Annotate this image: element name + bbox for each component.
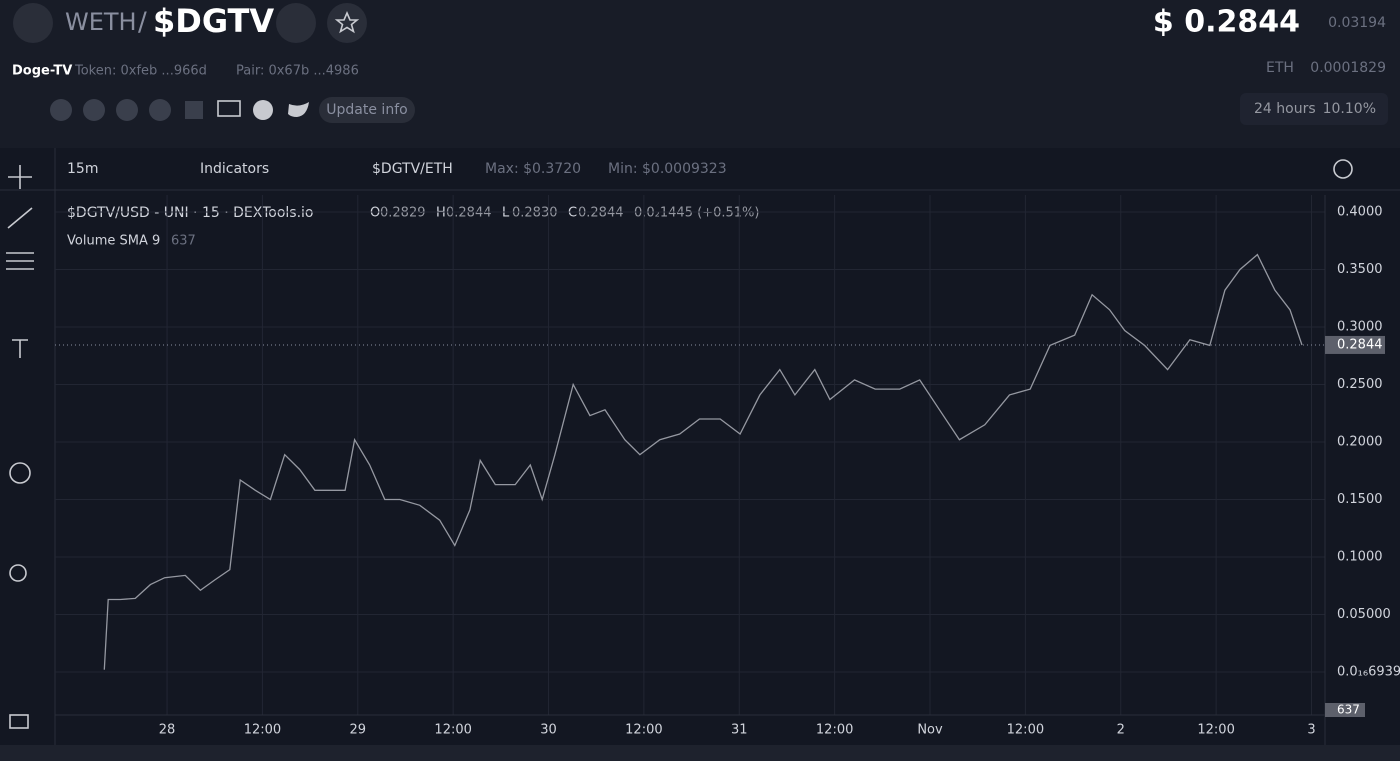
x-tick-label: 29 (350, 723, 367, 738)
y-tick-label: 0.4000 (1337, 205, 1383, 220)
ohlc-key: O (370, 206, 380, 221)
chart-bg (0, 148, 1400, 761)
header-bg (0, 0, 1400, 148)
ohlc-key: H (436, 206, 446, 221)
y-tick-label: 0.3000 (1337, 320, 1383, 335)
x-tick-label: 3 (1307, 723, 1315, 738)
social-icons (50, 99, 309, 121)
price: $ 0.2844 (1153, 5, 1300, 40)
separator: / (138, 8, 147, 38)
icon[interactable] (217, 100, 241, 117)
icon[interactable] (116, 99, 138, 121)
x-tick-label: 31 (731, 723, 748, 738)
icon[interactable] (83, 99, 105, 121)
icon[interactable] (288, 102, 309, 117)
period: 24 hours (1254, 101, 1316, 117)
x-tick-label: 12:00 (244, 723, 281, 738)
y-tick-label: 0.2000 (1337, 435, 1383, 450)
tool[interactable] (9, 564, 27, 582)
y-tick-label: 0.1500 (1337, 492, 1383, 507)
favorite-button[interactable] (327, 3, 367, 43)
chart-title: $DGTV/USD - UNI · 15 · DEXTools.io (67, 205, 313, 221)
x-tick-label: Nov (917, 723, 943, 738)
x-tick-label: 28 (159, 723, 176, 738)
ohlc-value: 0.2844 (446, 206, 492, 221)
ohlc-value: 0.2829 (380, 206, 426, 221)
base-token: WETH (65, 8, 137, 36)
symbol: $DGTV (153, 2, 274, 40)
x-tick-label: 12:00 (625, 723, 662, 738)
volume-label: Volume SMA 9 (67, 234, 160, 249)
period-change: 10.10% (1323, 101, 1376, 117)
last-price-box (1325, 335, 1385, 354)
tool[interactable] (12, 339, 28, 358)
icon[interactable] (253, 100, 273, 120)
tool[interactable] (9, 714, 29, 729)
update-button[interactable] (319, 97, 415, 123)
x-tick-label: 12:00 (434, 723, 471, 738)
drawing-tools (6, 165, 34, 729)
x-tick-label: 30 (540, 723, 557, 738)
min-price: Min: $0.0009323 (608, 161, 727, 177)
y-tick-label: 0.05000 (1337, 607, 1391, 622)
x-tick-label: 12:00 (1197, 723, 1234, 738)
volume-value: 637 (171, 234, 196, 249)
token-name: Doge-TV (12, 64, 72, 79)
indicators[interactable]: Indicators (200, 161, 269, 177)
eth-label: ETH (1266, 60, 1294, 76)
toolbar-pair[interactable]: $DGTV/ETH (372, 161, 453, 177)
icon[interactable] (149, 99, 171, 121)
ohlc-value: 0.2830 (512, 206, 558, 221)
last-price-label: 0.2844 (1337, 337, 1383, 352)
period-box[interactable] (1240, 93, 1388, 125)
pair-address: Pair: 0x67b ...4986 (236, 64, 359, 79)
volume-axis-label: 637 (1337, 703, 1360, 717)
ohlc-key: C (568, 206, 577, 221)
token-address: Token: 0xfeb ...966d (74, 64, 207, 79)
ohlc-change: 0.0₂1445 (+0.51%) (634, 206, 759, 221)
ohlc-value: 0.2844 (578, 206, 624, 221)
x-tick-label: 12:00 (816, 723, 853, 738)
eth-price: 0.0001829 (1310, 60, 1386, 76)
token-logo (13, 3, 53, 43)
x-tick-label: 2 (1117, 723, 1125, 738)
interval[interactable]: 15m (67, 161, 98, 177)
y-tick-label: 0.2500 (1337, 377, 1383, 392)
icon[interactable] (185, 101, 203, 119)
y-tick-label: 0.1000 (1337, 549, 1383, 564)
tool[interactable] (9, 462, 31, 484)
y-tick-label: 0.0₁₆6939 (1337, 664, 1400, 679)
y-tick-label: 0.3500 (1337, 262, 1383, 277)
tool[interactable] (7, 207, 33, 229)
x-tick-label: 12:00 (1007, 723, 1044, 738)
max-price: Max: $0.3720 (485, 161, 581, 177)
tool[interactable] (8, 165, 32, 189)
star-icon (334, 10, 360, 34)
update-button-label: Update info (326, 102, 407, 118)
settings-icon[interactable] (1333, 159, 1353, 179)
volume-box (1325, 703, 1365, 717)
tool[interactable] (6, 252, 34, 270)
binoculars-button[interactable] (276, 3, 316, 43)
ohlc-key: L (502, 206, 510, 221)
price-line (103, 253, 1303, 670)
bottom-bar (0, 745, 1400, 761)
price-change: 0.03194 (1328, 15, 1386, 31)
icon[interactable] (50, 99, 72, 121)
